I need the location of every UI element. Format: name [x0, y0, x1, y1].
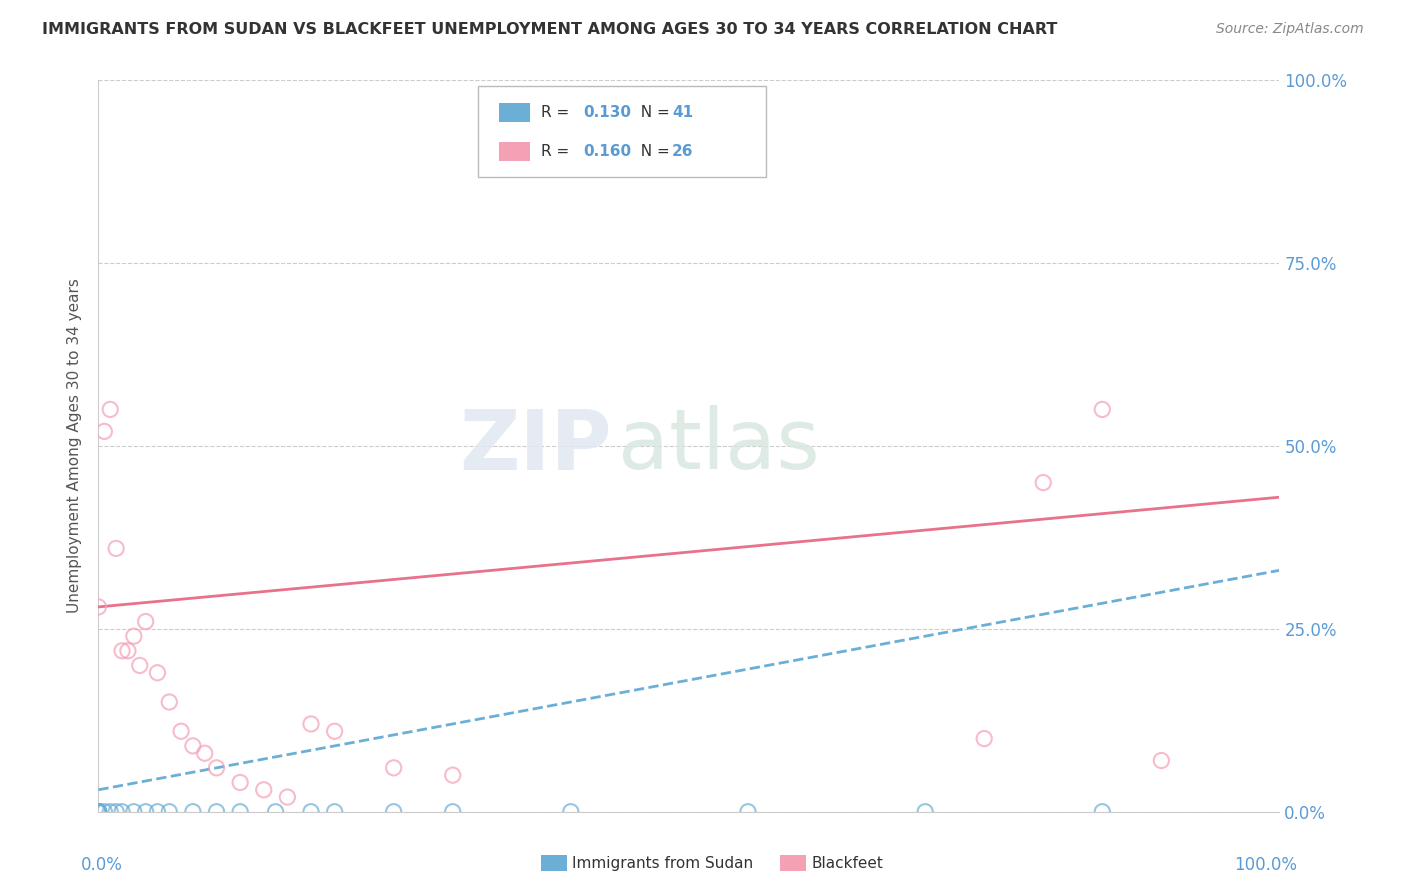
Point	[1150, 754, 1173, 768]
Point	[87, 805, 110, 819]
Text: Blackfeet: Blackfeet	[811, 856, 883, 871]
Point	[105, 805, 128, 819]
Text: 100.0%: 100.0%	[1234, 855, 1298, 873]
Text: IMMIGRANTS FROM SUDAN VS BLACKFEET UNEMPLOYMENT AMONG AGES 30 TO 34 YEARS CORREL: IMMIGRANTS FROM SUDAN VS BLACKFEET UNEMP…	[42, 22, 1057, 37]
Point	[93, 805, 115, 819]
Point	[194, 746, 217, 760]
Text: Immigrants from Sudan: Immigrants from Sudan	[572, 856, 754, 871]
Point	[87, 805, 110, 819]
Text: R =: R =	[541, 145, 575, 159]
Point	[135, 805, 157, 819]
Point	[87, 805, 110, 819]
Point	[146, 805, 169, 819]
Point	[135, 615, 157, 629]
Point	[973, 731, 995, 746]
Point	[87, 805, 110, 819]
Point	[276, 790, 298, 805]
Point	[170, 724, 193, 739]
Text: R =: R =	[541, 105, 575, 120]
Point	[157, 805, 180, 819]
Point	[737, 805, 759, 819]
Point	[87, 805, 110, 819]
Text: 41: 41	[672, 105, 693, 120]
Point	[323, 724, 346, 739]
Point	[87, 805, 110, 819]
Point	[87, 805, 110, 819]
Point	[87, 805, 110, 819]
Point	[87, 599, 110, 614]
Point	[98, 805, 121, 819]
Text: 26: 26	[672, 145, 693, 159]
Point	[1091, 402, 1114, 417]
Point	[87, 805, 110, 819]
Text: 0.0%: 0.0%	[80, 855, 122, 873]
Point	[441, 805, 464, 819]
Point	[98, 402, 121, 417]
Point	[87, 805, 110, 819]
Point	[122, 629, 145, 643]
Text: 0.130: 0.130	[583, 105, 631, 120]
Point	[87, 805, 110, 819]
Text: ZIP: ZIP	[460, 406, 612, 486]
Point	[87, 805, 110, 819]
Point	[299, 805, 322, 819]
Point	[229, 775, 252, 789]
Text: N =: N =	[631, 145, 675, 159]
Text: Source: ZipAtlas.com: Source: ZipAtlas.com	[1216, 22, 1364, 37]
Point	[105, 541, 128, 556]
Point	[1032, 475, 1054, 490]
Point	[122, 805, 145, 819]
Text: N =: N =	[631, 105, 675, 120]
Point	[87, 805, 110, 819]
Point	[229, 805, 252, 819]
Point	[382, 761, 405, 775]
Point	[157, 695, 180, 709]
Point	[87, 805, 110, 819]
Point	[87, 805, 110, 819]
Point	[111, 805, 134, 819]
Point	[87, 805, 110, 819]
Y-axis label: Unemployment Among Ages 30 to 34 years: Unemployment Among Ages 30 to 34 years	[66, 278, 82, 614]
Point	[111, 644, 134, 658]
Point	[914, 805, 936, 819]
Point	[560, 805, 582, 819]
Point	[87, 805, 110, 819]
Point	[87, 805, 110, 819]
Point	[323, 805, 346, 819]
Point	[441, 768, 464, 782]
Text: atlas: atlas	[619, 406, 820, 486]
Text: 0.160: 0.160	[583, 145, 631, 159]
Point	[264, 805, 287, 819]
Point	[128, 658, 150, 673]
Point	[253, 782, 276, 797]
Point	[181, 805, 204, 819]
Point	[299, 717, 322, 731]
Point	[87, 805, 110, 819]
Point	[93, 425, 115, 439]
Point	[146, 665, 169, 680]
Point	[205, 805, 228, 819]
Point	[205, 761, 228, 775]
Point	[181, 739, 204, 753]
Point	[87, 805, 110, 819]
Point	[117, 644, 139, 658]
Point	[1091, 805, 1114, 819]
Point	[87, 805, 110, 819]
Point	[382, 805, 405, 819]
